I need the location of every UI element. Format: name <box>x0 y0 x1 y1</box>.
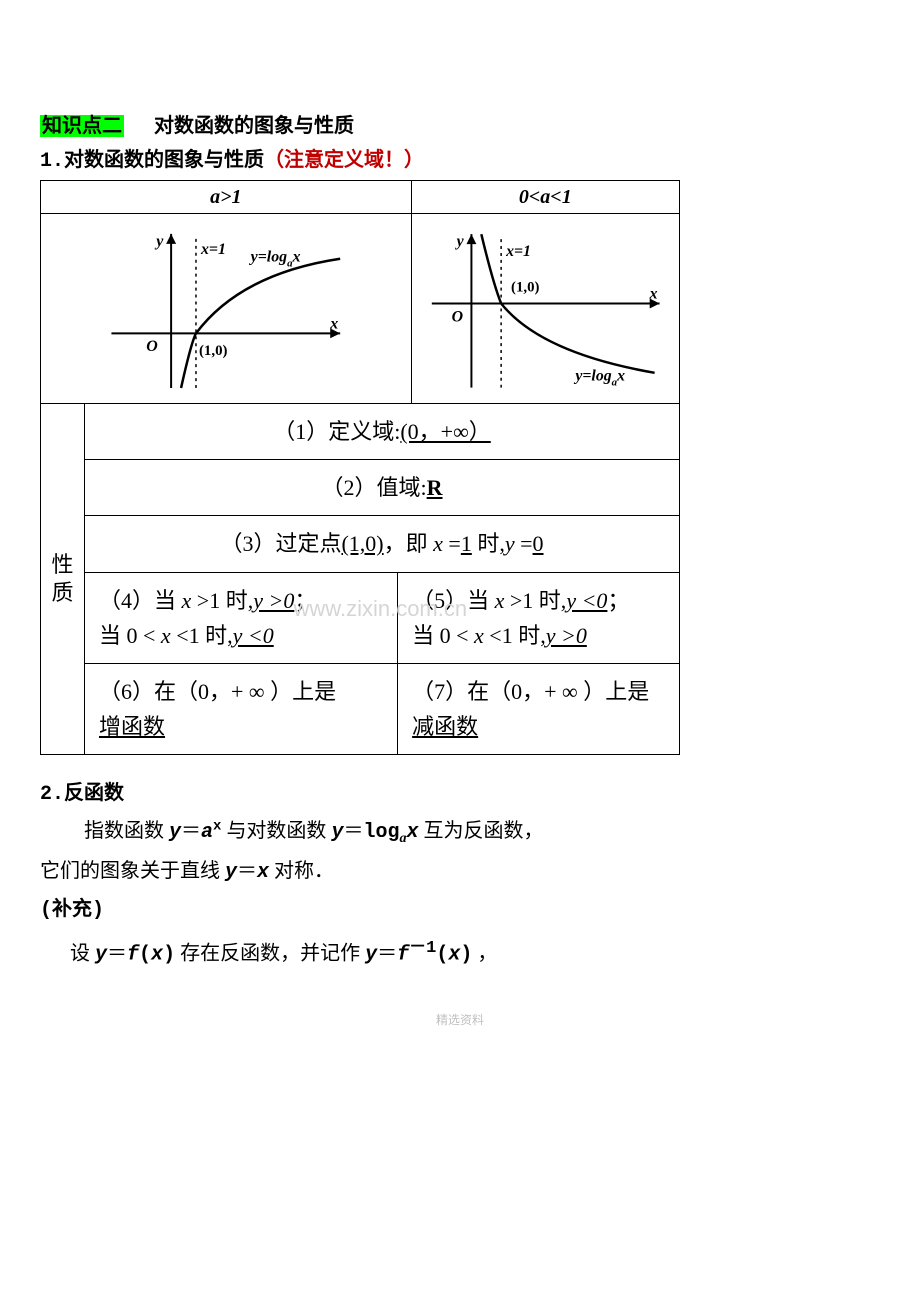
hdr-a-gt-1: a>1 <box>41 181 412 214</box>
supplement-label: (补充) <box>40 893 880 927</box>
properties-table: 性 质 （1）定义域:(0，+∞） （2）值域:R （3）过定点(1,0)，即 … <box>40 403 680 755</box>
prop-4: （4）当 x >1 时,y >0； 当 0 < x <1 时,y <0 www.… <box>85 572 398 663</box>
sub1-paren-r: ） <box>404 149 424 171</box>
prop-range: （2）值域:R <box>85 460 680 516</box>
section-heading: 知识点二 对数函数的图象与性质 <box>40 110 880 142</box>
prop-7: （7）在（0，+ ∞ ）上是减函数 <box>398 663 680 754</box>
hdr-a-lt-1: 0<a<1 <box>411 181 679 214</box>
prop-domain: （1）定义域:(0，+∞） <box>85 404 680 460</box>
svg-text:(1,0): (1,0) <box>511 280 539 296</box>
heading-rest: 对数函数的图象与性质 <box>154 115 354 137</box>
footer-text: 精选资料 <box>40 1011 880 1030</box>
svg-text:y: y <box>454 233 464 250</box>
highlight-label: 知识点二 <box>40 115 124 137</box>
prop-5: （5）当 x >1 时,y <0； 当 0 < x <1 时,y >0 <box>398 572 680 663</box>
graph-left: y x O x=1 (1,0) y=logax <box>41 214 412 404</box>
subheading-1: 1.对数函数的图象与性质（注意定义域！） <box>40 144 880 178</box>
svg-text:x=1: x=1 <box>505 243 531 260</box>
svg-text:y=logax: y=logax <box>573 368 625 389</box>
graph-table: a>1 0<a<1 y x O x=1 (1,0) y=logax <box>40 180 680 404</box>
prop-6: （6）在（0，+ ∞ ）上是增函数 <box>85 663 398 754</box>
sub1-paren-inner: 注意定义域！ <box>284 149 404 171</box>
svg-text:O: O <box>146 338 158 355</box>
sub1-paren-l: （ <box>264 149 284 171</box>
svg-text:x: x <box>329 315 338 332</box>
svg-text:O: O <box>451 308 462 325</box>
graph-right: y x O x=1 (1,0) y=logax <box>411 214 679 404</box>
svg-text:x=1: x=1 <box>200 241 226 258</box>
inverse-para-3: 设 y＝f(x) 存在反函数，并记作 y＝f－1(x) ， <box>40 935 880 972</box>
sub1-num: 1. <box>40 150 64 173</box>
svg-text:y=logax: y=logax <box>249 249 301 270</box>
inverse-para-1: 指数函数 y＝ax 与对数函数 y＝logax 互为反函数， <box>40 815 880 850</box>
svg-text:(1,0): (1,0) <box>199 343 228 359</box>
prop-fixed-point: （3）过定点(1,0)，即 x =1 时,y =0 <box>85 516 680 572</box>
inverse-para-2: 它们的图象关于直线 y＝x 对称． <box>40 855 880 889</box>
svg-text:x: x <box>648 286 657 303</box>
props-side-label: 性 质 <box>41 404 85 755</box>
sub1-text: 对数函数的图象与性质 <box>64 149 264 171</box>
section-2-heading: 2.反函数 <box>40 777 880 811</box>
svg-text:y: y <box>154 233 164 250</box>
